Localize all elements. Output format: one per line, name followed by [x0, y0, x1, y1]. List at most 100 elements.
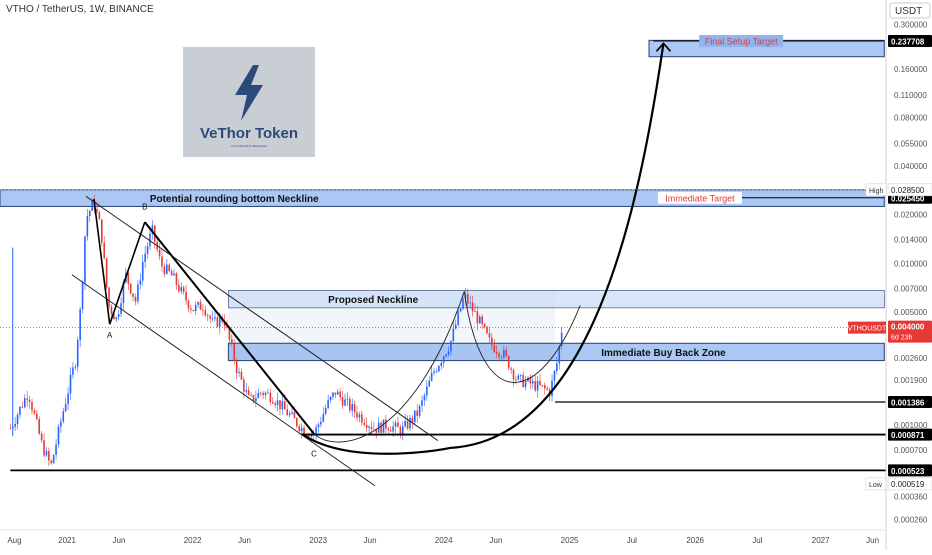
candle-body: [250, 394, 252, 396]
candle-body: [430, 372, 433, 381]
candle-body: [539, 380, 541, 386]
candle-body: [199, 302, 202, 310]
x-tick-label: 2021: [58, 536, 76, 545]
candle-body: [399, 427, 402, 435]
candle-body: [469, 302, 471, 304]
bowl-arc-0: [313, 291, 465, 443]
candle-body: [296, 418, 298, 427]
candle-body: [161, 256, 163, 267]
candle-body: [503, 349, 505, 358]
candle-body: [368, 426, 370, 428]
candle-body: [435, 371, 438, 373]
zone-label-neckline: Potential rounding bottom Neckline: [150, 194, 319, 205]
candle-body: [226, 326, 228, 328]
candle-body: [474, 311, 476, 313]
chart-title: VTHO / TetherUS, 1W, BINANCE: [6, 4, 154, 15]
candle-body: [466, 293, 469, 304]
candle-body: [442, 356, 445, 363]
candle-body: [488, 333, 491, 338]
candle-body: [363, 422, 366, 425]
target-label-bg-0: [657, 191, 742, 204]
candle-body: [144, 253, 146, 262]
candle-body: [479, 316, 481, 324]
candle-body: [471, 302, 474, 312]
candle-body: [428, 380, 431, 387]
candle-body: [141, 261, 144, 281]
candle-body: [553, 370, 556, 381]
x-tick-label: Aug: [7, 536, 21, 545]
x-tick-label: 2027: [812, 536, 830, 545]
candle-body: [185, 291, 187, 301]
candle-body: [259, 392, 262, 394]
candle-body: [346, 398, 349, 400]
candle-body: [370, 426, 373, 429]
candle-body: [192, 309, 195, 312]
candle-body: [315, 427, 317, 435]
candle-body: [373, 428, 375, 430]
candle-body: [252, 395, 255, 402]
currency-box[interactable]: [889, 2, 931, 19]
candle-body: [385, 419, 387, 429]
candle-body: [132, 293, 134, 297]
candle-body: [498, 353, 500, 358]
candle-body: [541, 385, 544, 386]
y-tick-label: 0.002600: [894, 354, 928, 363]
zone-1[interactable]: [228, 290, 885, 309]
candle-body: [291, 412, 293, 414]
zone-label-proposed: Proposed Neckline: [328, 295, 418, 306]
candle-body: [281, 401, 284, 410]
candle-body: [57, 426, 60, 445]
candle-body: [445, 354, 447, 357]
candle-body: [52, 454, 55, 464]
candle-body: [91, 200, 93, 211]
level-price-tag-4: 0.000523: [891, 467, 925, 476]
candle-body: [40, 433, 43, 441]
candle-body: [401, 426, 404, 435]
candle-body: [404, 421, 406, 427]
candle-body: [76, 339, 79, 367]
candle-body: [79, 309, 81, 340]
candle-body: [365, 424, 368, 428]
candle-body: [103, 242, 106, 259]
candle-body: [320, 421, 322, 425]
candle-body: [122, 282, 125, 304]
symbol-tag: VTHOUSDT: [848, 326, 887, 333]
candle-body: [139, 280, 142, 285]
candle-body: [452, 328, 455, 341]
candle-body: [168, 264, 171, 272]
candle-body: [387, 428, 390, 431]
high-label-bg: [865, 183, 887, 197]
y-tick-label: 0.000360: [894, 493, 928, 502]
candle-body: [84, 236, 86, 283]
candle-body: [69, 374, 72, 394]
candle-body: [255, 398, 257, 402]
candle-body: [206, 315, 209, 317]
high-value-bg: [887, 183, 932, 197]
candle-body: [524, 381, 527, 388]
y-tick-label: 0.300000: [894, 21, 928, 30]
candle-body: [418, 405, 421, 416]
y-tick-label: 0.110000: [894, 91, 927, 100]
y-tick-label: 0.014000: [894, 236, 928, 245]
rounding-bottom-curve: [301, 43, 665, 455]
pattern-point-b: B: [142, 202, 147, 211]
y-tick-label: 0.007000: [894, 284, 928, 293]
candle-body: [64, 403, 67, 412]
candle-body: [454, 324, 457, 329]
candle-body: [380, 422, 382, 433]
countdown-value: 6d 23h: [891, 335, 913, 342]
candle-body: [194, 305, 197, 312]
candle-body: [327, 400, 329, 409]
pattern-point-c: C: [311, 449, 317, 458]
y-tick-label: 0.010000: [894, 259, 928, 268]
candle-body: [421, 400, 423, 406]
x-tick-label: 2026: [686, 536, 704, 545]
candle-body: [483, 323, 486, 328]
level-price-tag-2: 0.001386: [891, 398, 925, 407]
candle-body: [149, 233, 151, 247]
level-price-tag-3-bg: [888, 428, 932, 441]
zone-label-buyback: Immediate Buy Back Zone: [601, 348, 726, 359]
candle-body: [257, 392, 260, 399]
